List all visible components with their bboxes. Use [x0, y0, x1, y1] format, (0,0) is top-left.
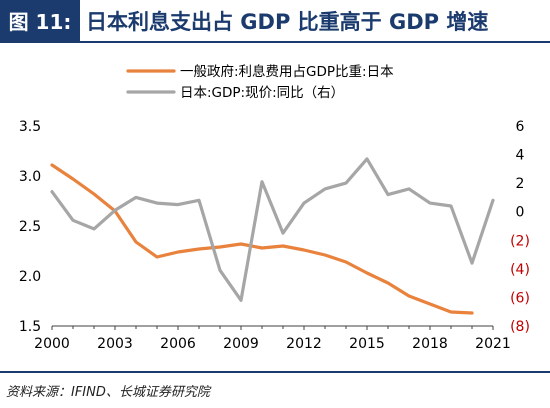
right-y-tick-label: (8): [510, 319, 530, 335]
right-y-tick-label: 4: [516, 148, 525, 164]
series-layer: [50, 157, 495, 315]
x-tick-label: 2006: [160, 336, 196, 352]
right-y-tick-label: 2: [516, 176, 525, 192]
legend-label-2: 日本:GDP:现价:同比（右）: [180, 85, 344, 101]
figure-title: 日本利息支出占 GDP 比重高于 GDP 增速: [86, 9, 489, 34]
right-y-tick-label: (4): [510, 262, 530, 278]
right-y-tick-label: 0: [516, 205, 525, 221]
source-note: 资料来源：IFIND、长城证券研究院: [6, 385, 210, 400]
right-y-tick-label: 6: [516, 119, 525, 135]
series-line-2: [50, 157, 495, 302]
x-tick-label: 2000: [34, 336, 70, 352]
left-y-tick-label: 3.5: [19, 119, 41, 135]
chart-axes: 2000 2003 2006 2009 2012 2015 2018 2021 1.5 2.0 2.…: [19, 119, 530, 352]
figure-title-bar: 图 11: 日本利息支出占 GDP 比重高于 GDP 增速: [0, 0, 550, 41]
right-y-tick-label: (2): [510, 233, 530, 249]
x-tick-label: 2012: [286, 336, 322, 352]
x-tick-label: 2018: [412, 336, 448, 352]
x-tick-label: 2015: [349, 336, 385, 352]
left-y-tick-label: 2.5: [19, 219, 41, 235]
x-tick-label: 2009: [223, 336, 259, 352]
x-tick-label: 2021: [475, 336, 511, 352]
right-y-tick-label: (6): [510, 290, 530, 306]
left-y-tick-label: 3.0: [19, 169, 41, 185]
left-y-tick-label: 2.0: [19, 269, 41, 285]
legend-label-1: 一般政府:利息费用占GDP比重:日本: [180, 63, 394, 80]
figure-number: 图 11:: [0, 0, 80, 41]
title-divider: [0, 41, 550, 43]
x-tick-label: 2003: [97, 336, 133, 352]
left-y-tick-label: 1.5: [19, 319, 41, 335]
source-divider: [0, 371, 550, 373]
